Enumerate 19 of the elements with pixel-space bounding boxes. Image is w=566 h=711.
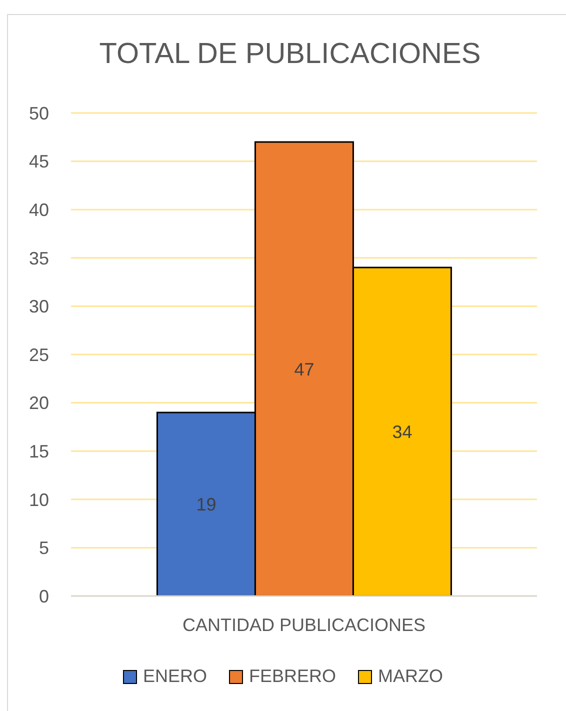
y-tick-label: 15 (28, 441, 49, 462)
data-label: 19 (196, 494, 216, 515)
chart-title: TOTAL DE PUBLICACIONES (98, 38, 482, 71)
y-tick-label: 5 (38, 538, 49, 558)
y-tick-label: 30 (28, 296, 49, 317)
legend-label: MARZO (378, 666, 444, 687)
data-label: 34 (392, 422, 412, 442)
y-tick-label: 20 (28, 393, 49, 414)
x-tick-label: CANTIDAD PUBLICACIONES (182, 614, 426, 635)
y-tick-label: 25 (28, 344, 49, 365)
y-tick-label: 10 (28, 490, 49, 510)
y-tick-label: 40 (28, 200, 49, 220)
y-tick-label: 45 (28, 152, 49, 172)
y-tick-label: 0 (38, 586, 49, 606)
data-label: 47 (294, 359, 314, 380)
legend-label: FEBRERO (249, 666, 336, 687)
legend-label: ENERO (142, 666, 207, 687)
y-tick-label: 50 (28, 103, 49, 124)
y-tick-label: 35 (28, 248, 49, 268)
